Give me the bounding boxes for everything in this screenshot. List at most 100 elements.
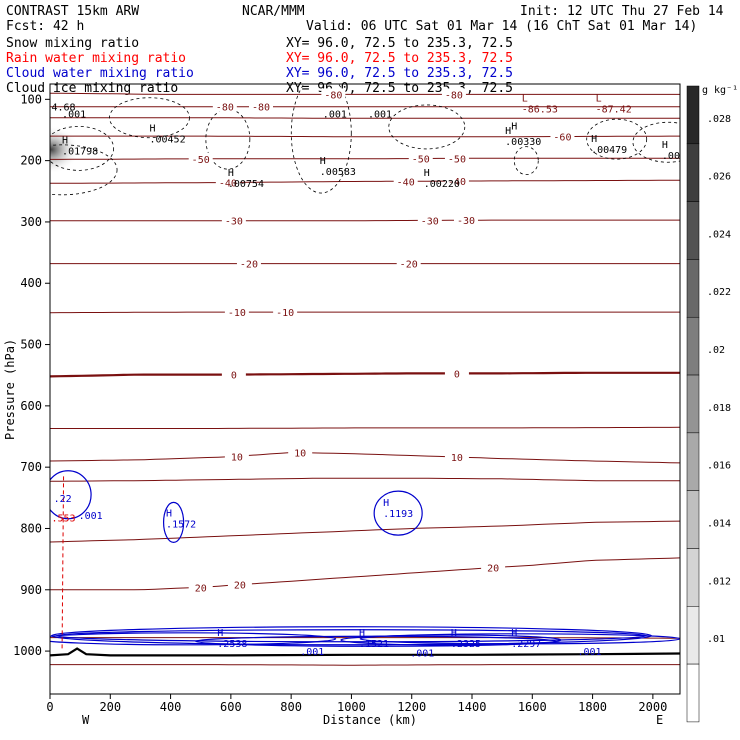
colorbar-swatch [686, 490, 700, 549]
isotherm-label-bg [481, 561, 506, 573]
snow-high-value: .006 [662, 151, 686, 162]
x-tick-label: 0 [46, 700, 53, 714]
x-tick-label: 1800 [578, 700, 607, 714]
isotherm-label-bg [224, 306, 249, 318]
snow-high-symbol: H [591, 134, 597, 145]
forecast-hour: Fcst: 42 h [6, 19, 84, 34]
rain-contour [61, 476, 65, 652]
isotherm-label: 20 [234, 581, 246, 592]
snow-contour [513, 146, 539, 176]
isotherm-label: 10 [231, 452, 243, 463]
isotherm-label: -20 [240, 260, 258, 271]
snow-high-value: .00583 [320, 167, 356, 178]
rain-label: .553 [52, 513, 76, 524]
isotherm-label-bg [417, 214, 442, 226]
y-tick-label: 900 [20, 583, 42, 597]
snow-high-value: .00220 [424, 179, 460, 190]
cloud-water-high-value: .2325 [451, 639, 481, 650]
isotherm-label-bg [224, 450, 249, 462]
cloud-water-label: .001 [578, 647, 602, 658]
init-time: Init: 12 UTC Thu 27 Feb 14 [520, 4, 724, 19]
colorbar-label: .016 [707, 461, 731, 472]
model-title: CONTRAST 15km ARW [6, 4, 139, 19]
snow-contour [388, 104, 466, 150]
isotherm-label: 0 [231, 371, 237, 382]
colorbar-swatch [686, 143, 700, 202]
low-symbol: L [596, 93, 602, 104]
y-tick-label: 500 [20, 338, 42, 352]
isotherm--30 [50, 219, 680, 222]
isotherm-10 [50, 451, 680, 464]
isotherm-5 [50, 426, 680, 429]
plot-frame [49, 83, 681, 695]
legend-cloud-water-xy: XY= 96.0, 72.5 to 235.3, 72.5 [286, 66, 513, 81]
x-tick-label: 200 [99, 700, 121, 714]
legend-snow: Snow mixing ratio [6, 36, 139, 51]
isotherm-label: -40 [448, 177, 466, 188]
snow-contour-label: .001 [62, 109, 86, 120]
isotherm-label-bg [441, 88, 466, 100]
snow-high-symbol: H [320, 156, 326, 167]
east-end-label: E [656, 713, 663, 727]
isotherm-label: -40 [219, 178, 237, 189]
west-end-label: W [82, 713, 90, 727]
isotherm-label: -80 [324, 90, 342, 101]
cloud-water-label: .001 [79, 511, 103, 522]
colorbar-swatch [686, 432, 700, 491]
cloud-water-high-value: .2538 [217, 639, 247, 650]
isotherm-label: -40 [397, 177, 415, 188]
snow-contour-label: 4.68 [52, 103, 76, 114]
snow-contour [290, 84, 352, 194]
snow-contour [50, 125, 115, 171]
x-tick-label: 2000 [638, 700, 667, 714]
x-tick-label: 1200 [397, 700, 426, 714]
surface-line [50, 647, 680, 657]
colorbar-unit: g kg⁻¹ [702, 85, 738, 96]
y-tick-label: 600 [20, 399, 42, 413]
colorbar: .028 .026 .024 .022 .02 .018 .016 .014 .012 .01 [686, 85, 731, 723]
center-title: NCAR/MMM [242, 4, 305, 19]
snow-high-value: .01798 [62, 147, 98, 158]
colorbar-swatch [686, 201, 700, 260]
colorbar-label: .018 [707, 403, 731, 414]
colorbar-swatch [686, 85, 700, 145]
isotherm--80 [50, 92, 680, 95]
x-tick-label: 400 [160, 700, 182, 714]
snow-high-value: .00754 [228, 179, 264, 190]
snow-contour [109, 97, 190, 139]
isotherm-15 [50, 520, 680, 543]
snow-contour [632, 121, 680, 163]
isotherm-label: 20 [195, 583, 207, 594]
x-tick-label: 1400 [458, 700, 487, 714]
colorbar-label: .02 [707, 345, 725, 356]
snow-high-value: .00330 [505, 137, 541, 148]
isotherm-label-bg [212, 100, 237, 112]
colorbar-swatch [686, 663, 700, 723]
isotherm-label: -30 [457, 216, 475, 227]
snow-high-symbol: H [62, 136, 68, 147]
cloud-water-contour [50, 470, 92, 520]
isotherm--60 [50, 135, 680, 138]
isotherm--10 [50, 311, 680, 314]
isotherm-label-bg [444, 175, 469, 187]
isotherm-label: -80 [252, 103, 270, 114]
isotherm-label-bg [188, 581, 213, 593]
y-tick-label: 800 [20, 521, 42, 535]
isotherm-label-bg [221, 368, 246, 380]
snow-contour [50, 144, 118, 196]
legend-rain: Rain water mixing ratio [6, 51, 186, 66]
x-tick-label: 1000 [337, 700, 366, 714]
cloud-water-high-symbol: H [511, 628, 517, 639]
y-tick-label: 700 [20, 460, 42, 474]
isotherm-label-bg [453, 214, 478, 226]
isotherm-label-bg [396, 257, 421, 269]
snow-high-symbol: H [424, 168, 430, 179]
legend-cloud-ice-xy: XY= 96.0, 72.5 to 235.3, 72.5 [286, 81, 513, 96]
cloud-water-high-value: .1572 [166, 519, 196, 530]
isotherm-label-bg [227, 578, 252, 590]
colorbar-label: .014 [707, 518, 731, 529]
isotherm-label: -60 [553, 133, 571, 144]
cloud-water-contour [50, 632, 337, 646]
y-tick-label: 300 [20, 215, 42, 229]
